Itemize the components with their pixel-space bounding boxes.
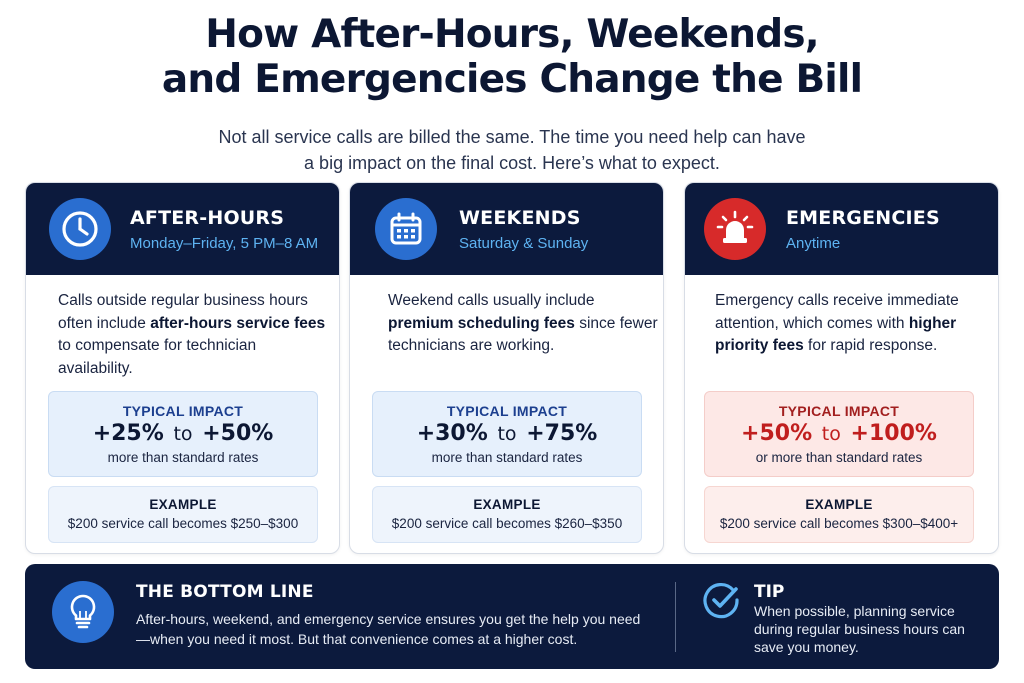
card-subtitle: Anytime [786, 235, 841, 252]
bottom-line-text: After-hours, weekend, and emergency serv… [136, 611, 641, 647]
typical-impact-box: TYPICAL IMPACT +30% to +75% more than st… [372, 391, 642, 477]
card-description: Calls outside regular business hours oft… [58, 292, 326, 377]
card-header: EMERGENCIES Anytime [685, 183, 998, 275]
impact-range: +50% to +100% [741, 421, 937, 446]
example-text: $200 service call becomes $260–$350 [391, 516, 623, 531]
typical-impact-box: TYPICAL IMPACT +25% to +50% more than st… [48, 391, 318, 477]
page-title-line2: and Emergencies Change the Bill [161, 57, 863, 102]
example-label: EXAMPLE [473, 497, 541, 512]
example-text: $200 service call becomes $250–$300 [67, 516, 299, 531]
example-box: EXAMPLE $200 service call becomes $300–$… [704, 486, 974, 543]
card-title: AFTER-HOURS [130, 207, 285, 229]
example-box: EXAMPLE $200 service call becomes $260–$… [372, 486, 642, 543]
card-header: AFTER-HOURS Monday–Friday, 5 PM–8 AM [26, 183, 339, 275]
card-emergencies: EMERGENCIES Anytime Emergency calls rece… [684, 182, 999, 554]
page-title: How After-Hours, Weekends, and Emergenci… [0, 12, 1024, 102]
typical-impact-box: TYPICAL IMPACT +50% to +100% or more tha… [704, 391, 974, 477]
impact-note: or more than standard rates [755, 450, 923, 465]
card-header: WEEKENDS Saturday & Sunday [350, 183, 663, 275]
page-subtitle-line2: a big impact on the final cost. Here’s w… [304, 153, 720, 173]
impact-label: TYPICAL IMPACT [446, 403, 568, 419]
example-label: EXAMPLE [149, 497, 217, 512]
impact-note: more than standard rates [107, 450, 259, 465]
clock-icon [49, 198, 111, 260]
card-title: WEEKENDS [459, 207, 581, 229]
impact-note: more than standard rates [431, 450, 583, 465]
divider [675, 582, 676, 652]
page-subtitle: Not all service calls are billed the sam… [0, 124, 1024, 176]
card-description: Weekend calls usually include premium sc… [388, 292, 658, 354]
card-subtitle: Monday–Friday, 5 PM–8 AM [130, 235, 319, 252]
impact-label: TYPICAL IMPACT [122, 403, 244, 419]
check-circle-icon [702, 580, 742, 620]
example-label: EXAMPLE [805, 497, 873, 512]
card-title: EMERGENCIES [786, 207, 940, 229]
bottom-line-banner: THE BOTTOM LINE After-hours, weekend, an… [25, 564, 999, 669]
card-after-hours: AFTER-HOURS Monday–Friday, 5 PM–8 AM Cal… [25, 182, 340, 554]
bottom-line-title: THE BOTTOM LINE [136, 582, 314, 602]
calendar-icon [375, 198, 437, 260]
impact-range: +25% to +50% [92, 421, 274, 446]
impact-range: +30% to +75% [416, 421, 598, 446]
card-description: Emergency calls receive immediate attent… [715, 292, 959, 354]
impact-label: TYPICAL IMPACT [778, 403, 900, 419]
lightbulb-icon [52, 581, 114, 643]
page-subtitle-line1: Not all service calls are billed the sam… [218, 127, 806, 147]
page-title-line1: How After-Hours, Weekends, [205, 12, 819, 57]
tip-title: TIP [754, 582, 785, 602]
card-weekends: WEEKENDS Saturday & Sunday Weekend calls… [349, 182, 664, 554]
siren-icon [704, 198, 766, 260]
tip-text: When possible, planning service during r… [754, 603, 965, 655]
example-text: $200 service call becomes $300–$400+ [719, 516, 959, 531]
example-box: EXAMPLE $200 service call becomes $250–$… [48, 486, 318, 543]
card-subtitle: Saturday & Sunday [459, 235, 589, 252]
